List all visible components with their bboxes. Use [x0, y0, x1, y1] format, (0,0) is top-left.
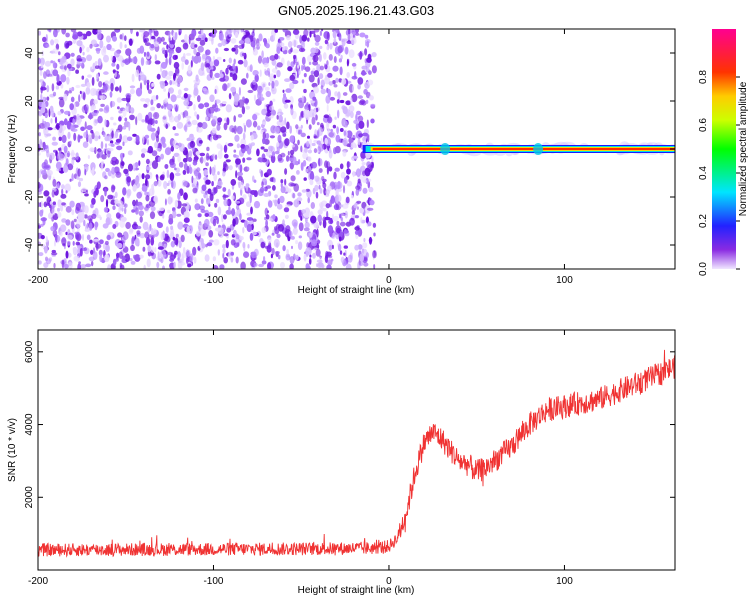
colorbar-tick-label: 0.4	[698, 166, 709, 180]
spectrogram-ytick-label: -40	[24, 237, 35, 252]
snr-series-line	[38, 349, 675, 558]
signal-band	[362, 141, 675, 157]
spectrogram-ytick-label: 0	[24, 146, 35, 152]
spectrogram-ytick-label: 40	[24, 47, 35, 59]
snr-frame	[37, 329, 676, 571]
colorbar-tick-label: 0.2	[698, 214, 709, 228]
noise-speckle	[38, 29, 377, 269]
colorbar-label: Normalized spectral amplitude	[738, 81, 749, 216]
snr-ylabel: SNR (10 * v/v)	[7, 418, 18, 482]
snr-xtick-label: -200	[28, 576, 48, 587]
snr-ytick-label: 4000	[24, 413, 35, 436]
colorbar-tick-label: 0.8	[698, 70, 709, 84]
spectrogram-ylabel: Frequency (Hz)	[7, 115, 18, 184]
spectrogram-xtick-label: 100	[556, 275, 573, 286]
colorbar-gradient	[712, 29, 736, 269]
snr-xlabel: Height of straight line (km)	[298, 585, 415, 596]
spectrogram-xlabel: Height of straight line (km)	[298, 285, 415, 296]
colorbar: 0.0 0.2 0.4 0.6 0.8 Normalized spectral ampl…	[698, 29, 749, 276]
snr-ytick-label: 2000	[24, 486, 35, 509]
spectrogram-ytick-label: -20	[24, 189, 35, 204]
spectrogram-xtick-label: -100	[203, 275, 223, 286]
snr-xtick-label: 100	[556, 576, 573, 587]
snr-ytick-label: 6000	[24, 340, 35, 363]
spectrogram-xtick-label: -200	[28, 275, 48, 286]
figure-title: GN05.2025.196.21.43.G03	[278, 3, 434, 18]
colorbar-tick-label: 0.6	[698, 118, 709, 132]
snr-xtick-label: -100	[203, 576, 223, 587]
snr-panel: -200 -100 0 100 2000 4000 6000 Height of stra…	[7, 329, 676, 596]
spectrogram-ytick-label: 20	[24, 95, 35, 107]
spectrogram-xtick-label: 0	[386, 275, 392, 286]
colorbar-tick-label: 0.0	[698, 262, 709, 276]
snr-xtick-label: 0	[386, 576, 392, 587]
